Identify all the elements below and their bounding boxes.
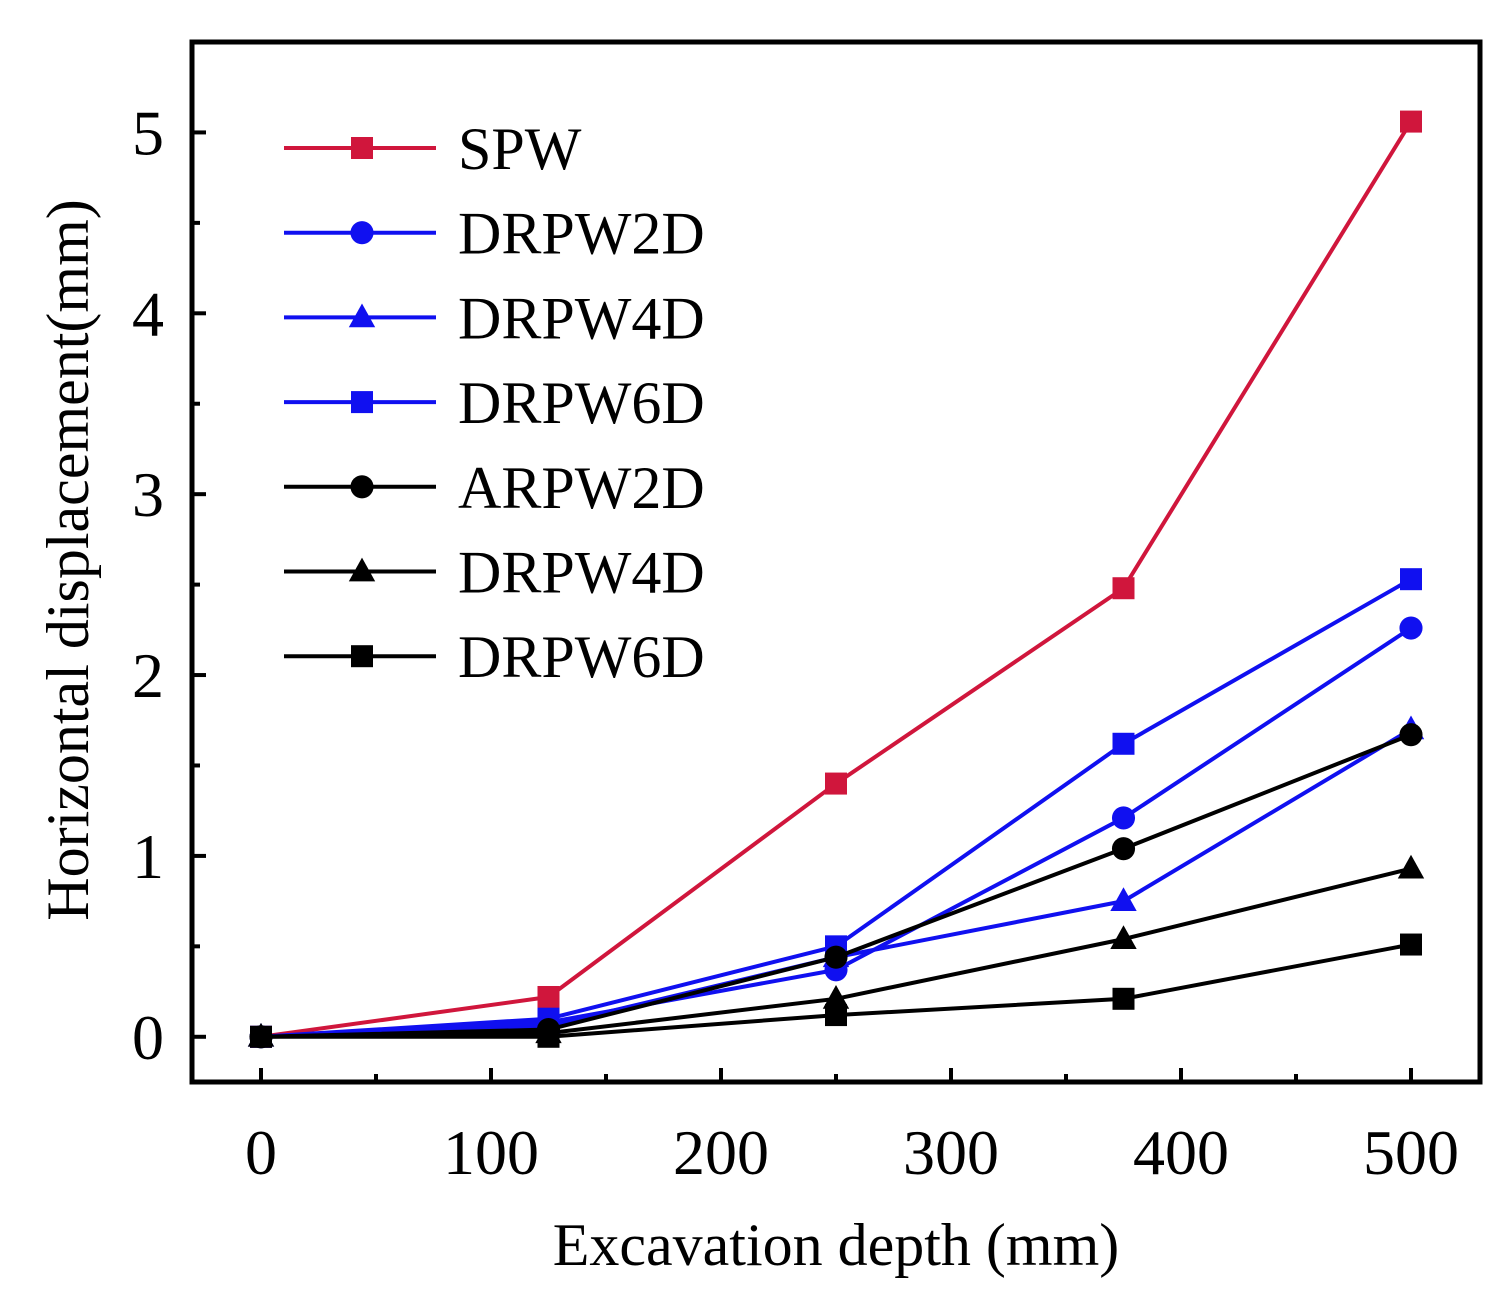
data-point (825, 1004, 847, 1027)
data-point (1399, 616, 1423, 640)
data-point (537, 985, 560, 1008)
data-point (1110, 925, 1137, 950)
y-tick-label: 4 (132, 278, 164, 349)
data-point (1112, 577, 1135, 600)
y-tick-label: 1 (132, 821, 164, 892)
y-tick-label: 5 (132, 97, 164, 168)
data-point (1399, 723, 1423, 747)
data-point (825, 772, 847, 795)
y-axis-title: Horizontal displacement(mm) (35, 199, 101, 920)
data-point (1112, 732, 1135, 755)
legend-marker (351, 645, 373, 668)
legend-marker (348, 303, 376, 328)
data-point (1400, 933, 1422, 956)
x-axis-title: Excavation depth (mm) (553, 1212, 1119, 1278)
legend-item: ARPW2D (284, 455, 705, 521)
legend-item: SPW (284, 116, 582, 182)
data-point (1397, 854, 1425, 879)
data-point (824, 945, 848, 969)
data-point (250, 1025, 272, 1048)
x-tick-labels: 0 100 200 300 400 500 (245, 1117, 1459, 1188)
legend-label: DRPW4D (458, 540, 705, 606)
x-tick-label: 100 (443, 1117, 539, 1188)
legend-marker (351, 137, 373, 159)
data-point (822, 984, 850, 1009)
data-point (537, 1025, 560, 1048)
y-tick-label: 3 (132, 459, 164, 530)
legend-label: DRPW2D (458, 201, 705, 267)
plot-marks (247, 110, 1425, 1049)
x-tick-label: 500 (1363, 1117, 1459, 1188)
data-point (1111, 806, 1136, 830)
legend-label: DRPW6D (458, 624, 705, 690)
legend-marker (351, 391, 373, 414)
y-tick-labels: 0 1 2 3 4 5 (132, 97, 164, 1072)
legend-marker (350, 475, 374, 499)
legend-item: DRPW4D (284, 540, 705, 606)
legend-label: SPW (458, 116, 582, 182)
x-tick-label: 400 (1133, 1117, 1229, 1188)
data-point (1112, 987, 1135, 1010)
data-point (1400, 568, 1422, 591)
axis-ticks (192, 130, 1413, 1082)
data-point (1110, 887, 1137, 912)
x-tick-label: 0 (245, 1117, 277, 1188)
x-tick-label: 300 (903, 1117, 999, 1188)
legend: SPW DRPW2D DRPW4D DRPW6D ARPW2D DRPW4D DRPW6D (284, 116, 705, 690)
legend-item: DRPW2D (284, 201, 705, 267)
legend-label: ARPW2D (458, 455, 705, 521)
legend-label: DRPW4D (458, 285, 705, 351)
y-tick-label: 0 (132, 1002, 164, 1073)
x-tick-label: 200 (673, 1117, 769, 1188)
series-6-drpw6d (250, 933, 1422, 1048)
legend-item: DRPW6D (284, 624, 705, 690)
legend-label: DRPW6D (458, 370, 705, 436)
data-point (1400, 110, 1422, 133)
legend-marker (348, 557, 376, 582)
y-tick-label: 2 (132, 640, 164, 711)
legend-item: DRPW4D (284, 285, 705, 351)
legend-marker (350, 221, 374, 245)
data-point (1111, 837, 1136, 861)
legend-item: DRPW6D (284, 370, 705, 436)
